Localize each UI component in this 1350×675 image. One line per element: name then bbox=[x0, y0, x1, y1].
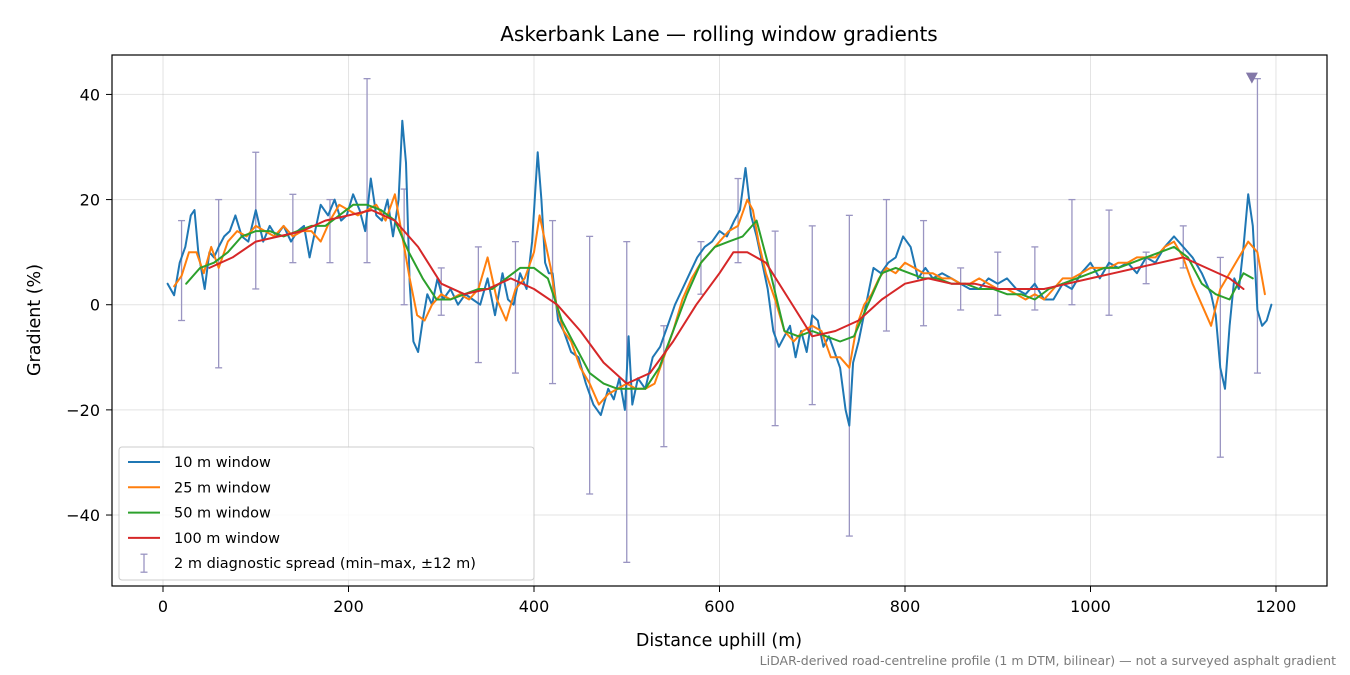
x-tick-label: 200 bbox=[333, 597, 364, 616]
legend-item: 25 m window bbox=[128, 480, 271, 496]
diagnostic-errorbar bbox=[734, 177, 742, 264]
y-tick-label: 0 bbox=[90, 296, 100, 315]
diagnostic-errorbar bbox=[1253, 78, 1261, 374]
legend-item: 100 m window bbox=[128, 531, 280, 547]
diagnostic-errorbar bbox=[215, 198, 223, 369]
footnote: LiDAR-derived road-centreline profile (1… bbox=[760, 653, 1336, 668]
legend-label: 100 m window bbox=[174, 531, 280, 547]
y-axis-title: Gradient (%) bbox=[25, 264, 45, 376]
y-tick-label: −40 bbox=[66, 506, 100, 525]
legend-label: 25 m window bbox=[174, 480, 271, 496]
x-tick-label: 1000 bbox=[1070, 597, 1111, 616]
series-line-4 bbox=[208, 209, 1245, 385]
x-tick-label: 400 bbox=[519, 597, 550, 616]
diagnostic-errorbar bbox=[363, 78, 371, 264]
legend-frame bbox=[118, 446, 535, 581]
diagnostic-errorbar bbox=[771, 230, 779, 427]
legend-label: 2 m diagnostic spread (min–max, ±12 m) bbox=[174, 556, 476, 572]
chart-title: Askerbank Lane — rolling window gradient… bbox=[500, 22, 937, 46]
legend-item: 2 m diagnostic spread (min–max, ±12 m) bbox=[140, 553, 476, 573]
x-tick-label: 800 bbox=[890, 597, 921, 616]
legend-item: 50 m window bbox=[128, 506, 271, 522]
marker-layer bbox=[1245, 72, 1258, 84]
diagnostic-errorbar bbox=[660, 325, 668, 448]
x-tick-label: 600 bbox=[704, 597, 735, 616]
series-line-3 bbox=[185, 203, 1254, 390]
x-tick-label: 1200 bbox=[1256, 597, 1297, 616]
legend-label: 10 m window bbox=[174, 455, 271, 471]
legend-label: 50 m window bbox=[174, 506, 271, 522]
plot-area bbox=[166, 78, 1273, 563]
diagnostic-errorbar bbox=[845, 214, 853, 537]
x-axis-title: Distance uphill (m) bbox=[636, 631, 802, 651]
triangle-marker bbox=[1245, 72, 1258, 84]
y-tick-label: 20 bbox=[80, 191, 100, 210]
diagnostic-errorbar bbox=[957, 267, 965, 311]
legend: 10 m window 25 m window 50 m window 100 m w… bbox=[118, 446, 535, 581]
diagnostic-errorbar bbox=[289, 193, 297, 264]
y-axis: −40 −20 0 20 40 bbox=[66, 85, 112, 525]
diagnostic-errorbar bbox=[474, 246, 482, 364]
diagnostic-errorbar bbox=[252, 151, 260, 290]
series-line-1 bbox=[166, 119, 1273, 427]
diagnostic-errorbar bbox=[586, 235, 594, 495]
diagnostic-errorbar bbox=[623, 240, 631, 563]
y-tick-label: −20 bbox=[66, 401, 100, 420]
x-tick-label: 0 bbox=[158, 597, 168, 616]
x-axis: 0 200 400 600 800 1000 1200 bbox=[158, 586, 1296, 616]
y-tick-label: 40 bbox=[80, 85, 100, 104]
diagnostic-errorbar bbox=[178, 219, 186, 322]
diagnostic-errorbar bbox=[511, 240, 519, 374]
legend-item: 10 m window bbox=[128, 455, 271, 471]
